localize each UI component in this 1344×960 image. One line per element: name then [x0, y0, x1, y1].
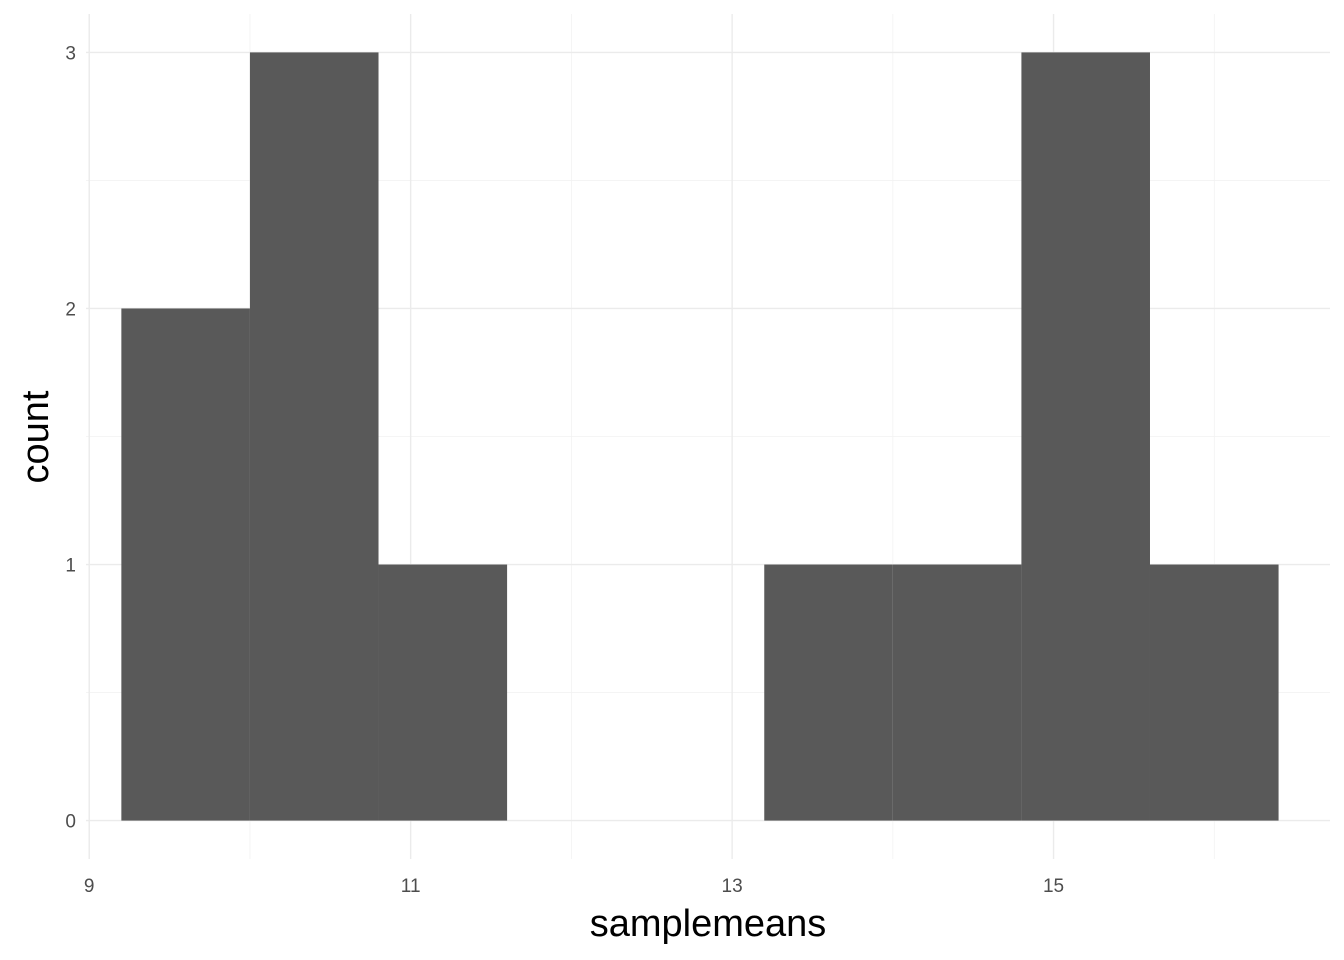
- y-tick-label: 3: [65, 43, 76, 64]
- histogram-bar: [249, 52, 379, 821]
- x-tick-label: 13: [722, 876, 743, 897]
- y-tick-label: 0: [65, 812, 76, 833]
- x-axis-title: samplemeans: [590, 903, 827, 945]
- histogram-bar: [121, 308, 250, 821]
- histogram-bar: [764, 564, 893, 821]
- histogram-bar: [1021, 52, 1150, 821]
- y-axis-title: count: [15, 390, 57, 483]
- histogram-bar: [892, 564, 1022, 821]
- histogram-bar: [378, 564, 508, 821]
- histogram-bars: [121, 52, 1279, 821]
- y-axis-tick-labels: 0 1 2 3: [65, 43, 76, 832]
- x-tick-label: 9: [84, 876, 95, 897]
- y-tick-label: 2: [65, 299, 76, 320]
- x-tick-label: 11: [401, 876, 421, 897]
- y-tick-label: 1: [65, 556, 76, 577]
- x-tick-label: 15: [1043, 876, 1064, 897]
- x-axis-tick-labels: 9 11 13 15: [84, 876, 1064, 897]
- histogram-bar: [1149, 564, 1279, 821]
